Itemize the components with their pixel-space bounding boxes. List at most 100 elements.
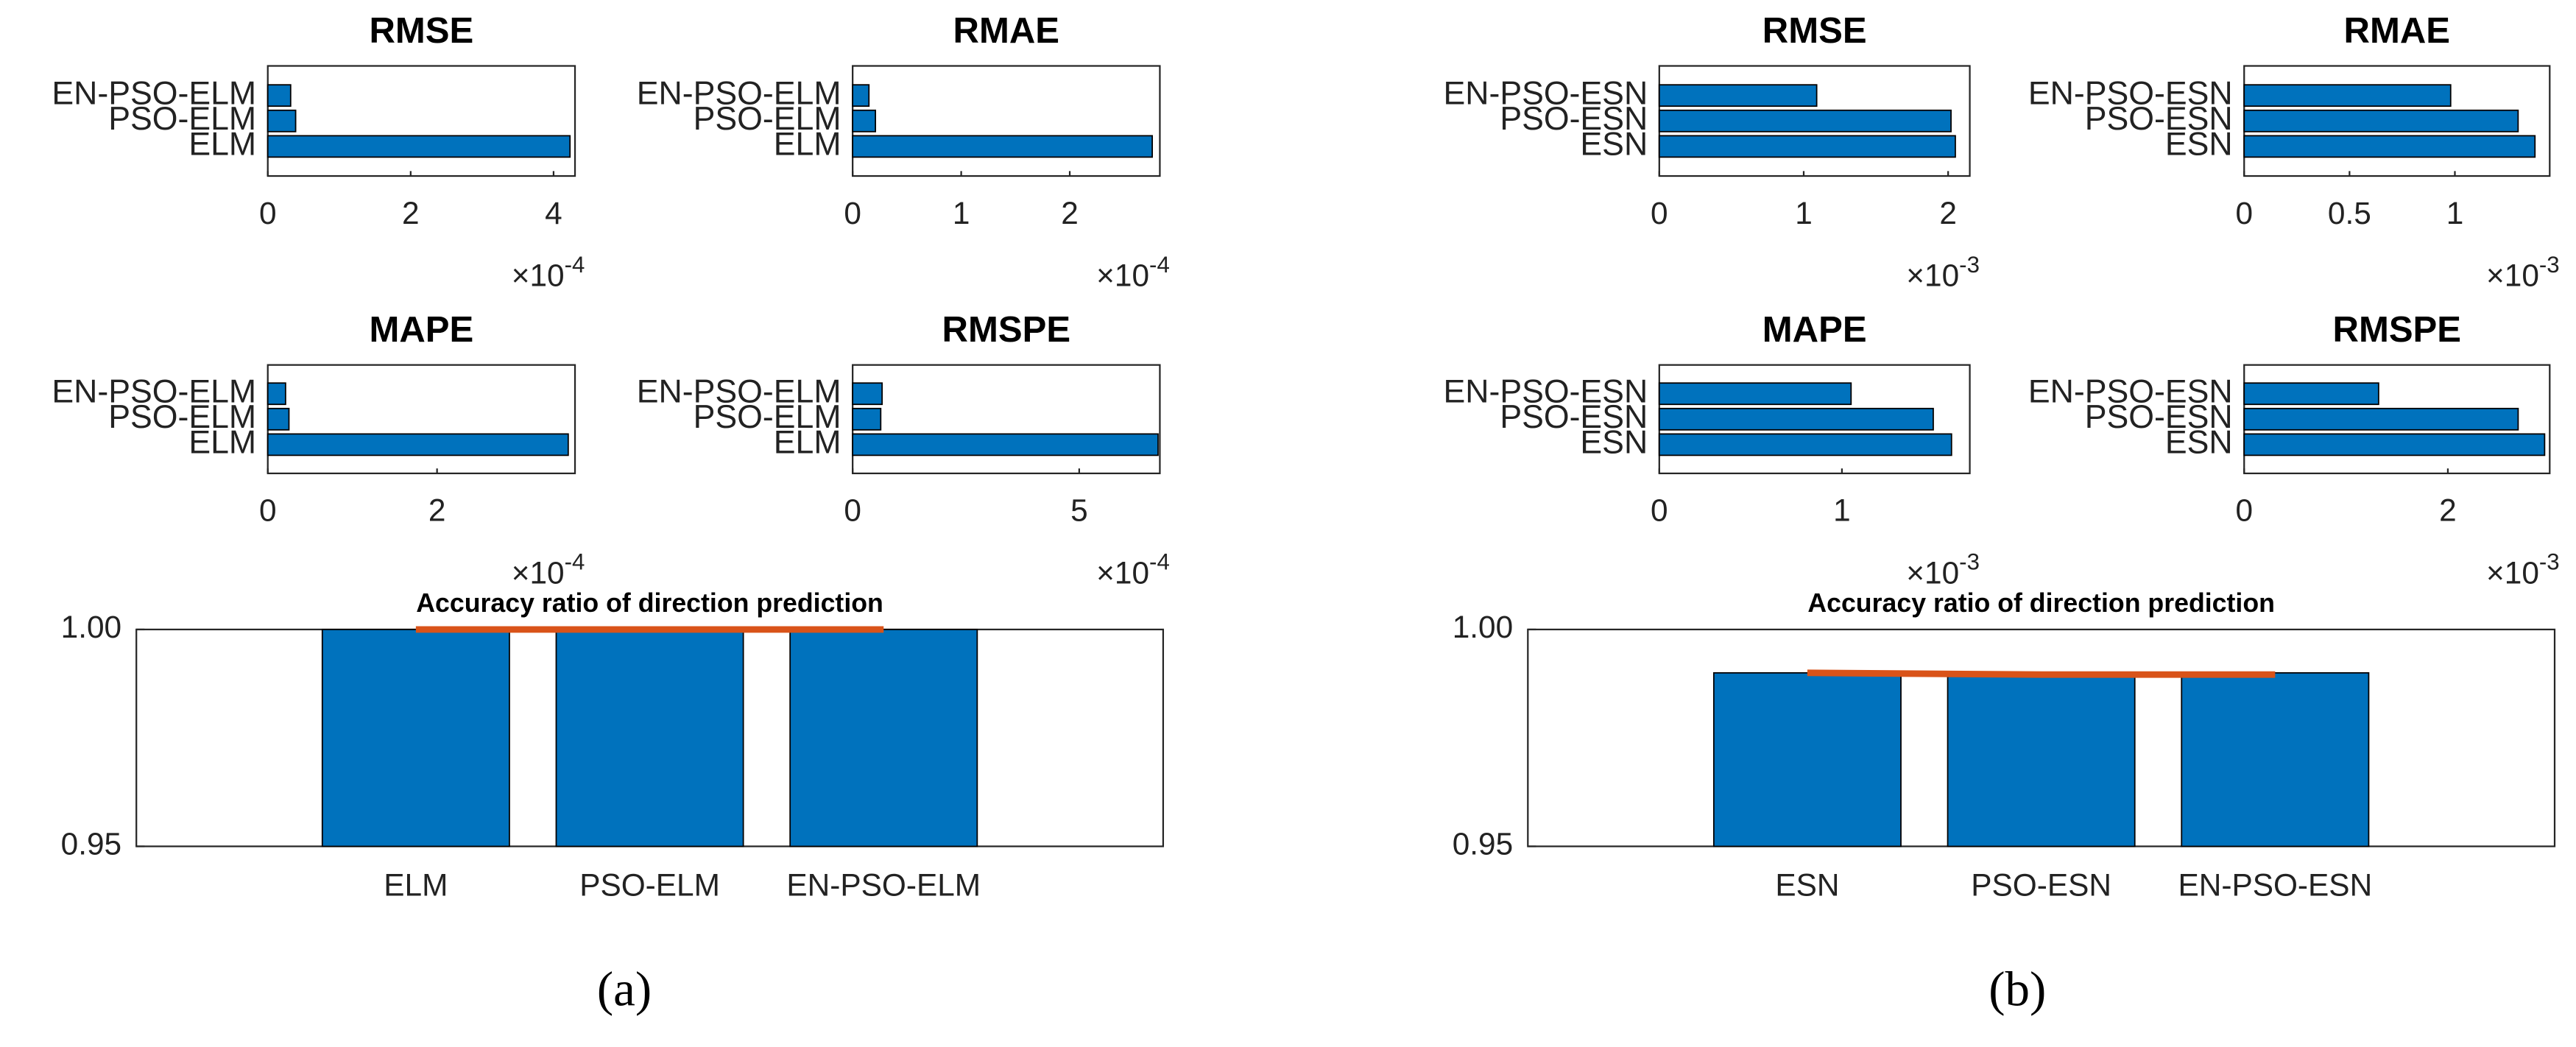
bar <box>1658 109 1952 133</box>
bar <box>267 135 571 158</box>
y-tick-label: ELM <box>774 127 841 163</box>
x-tick-label: ELM <box>384 867 448 902</box>
exponent-power: -3 <box>1959 549 1980 575</box>
y-tick-label: ELM <box>188 425 256 461</box>
y-tick-label: PSO-ELM <box>108 101 256 137</box>
chart-title: MAPE <box>369 310 473 350</box>
exponent-power: -3 <box>2539 549 2560 575</box>
y-tick-label: ESN <box>1580 127 1648 163</box>
x-tick-label: 2 <box>2439 493 2457 528</box>
y-tick-label: ELM <box>188 127 256 163</box>
bar <box>267 382 286 406</box>
x-tick-label: 2 <box>428 493 446 528</box>
y-tick-label: EN-PSO-ESN <box>2028 374 2233 410</box>
axis-exponent: ×10-4 <box>512 549 585 591</box>
bar <box>2243 407 2519 431</box>
exponent-base: ×10 <box>512 258 565 293</box>
bar <box>267 84 292 107</box>
y-tick-label: ELM <box>774 425 841 461</box>
y-tick-label: ESN <box>2165 425 2233 461</box>
bar <box>321 629 510 847</box>
bar <box>1658 433 1952 456</box>
y-tick-label: 1.00 <box>1453 610 1513 644</box>
x-tick-label: 0 <box>259 493 277 528</box>
exponent-base: ×10 <box>1096 555 1149 590</box>
bar <box>2243 382 2379 406</box>
bar <box>852 109 877 133</box>
x-tick-label: EN-PSO-ESN <box>2178 867 2372 902</box>
y-tick-label: EN-PSO-ELM <box>52 75 256 111</box>
y-tick-label: PSO-ESN <box>2085 399 2233 435</box>
x-tick-label: EN-PSO-ELM <box>786 867 981 902</box>
y-tick-label: EN-PSO-ELM <box>637 374 841 410</box>
plot-area <box>267 364 576 475</box>
x-tick-label: 0 <box>2235 196 2253 230</box>
y-tick-label: 1.00 <box>61 610 121 644</box>
axis-exponent: ×10-3 <box>1906 252 1980 293</box>
line <box>1807 669 2276 678</box>
x-tick-label: 0 <box>2235 493 2253 528</box>
axis-exponent: ×10-4 <box>1096 549 1170 591</box>
y-tick-label: EN-PSO-ESN <box>1443 75 1648 111</box>
bar <box>789 629 978 847</box>
bar <box>2181 671 2370 847</box>
y-tick-label: 0.95 <box>1453 827 1513 861</box>
bar <box>1712 671 1902 847</box>
bar <box>267 407 290 431</box>
chart-title: RMSPE <box>2333 310 2462 350</box>
bar <box>267 433 569 456</box>
x-tick-label: PSO-ESN <box>1971 867 2111 902</box>
bar <box>2243 135 2536 158</box>
bar <box>852 382 883 406</box>
y-tick-label: PSO-ESN <box>1500 399 1648 435</box>
exponent-base: ×10 <box>1906 555 1959 590</box>
exponent-power: -4 <box>1149 252 1170 278</box>
chart-title: RMSE <box>1762 11 1867 51</box>
bar <box>1658 407 1934 431</box>
x-tick-label: 2 <box>1939 196 1957 230</box>
bar <box>267 109 297 133</box>
y-tick-label: 0.95 <box>61 827 121 861</box>
x-tick-label: 0 <box>844 493 861 528</box>
chart-title: Accuracy ratio of direction prediction <box>1807 588 2275 618</box>
x-tick-label: 5 <box>1070 493 1088 528</box>
bar <box>1658 84 1818 107</box>
bar <box>2243 84 2452 107</box>
chart-title: Accuracy ratio of direction prediction <box>416 588 883 618</box>
x-tick-label: PSO-ELM <box>579 867 720 902</box>
axis-exponent: ×10-3 <box>2486 252 2560 293</box>
chart-title: RMAE <box>953 11 1060 51</box>
chart-title: RMSE <box>369 11 473 51</box>
x-tick-label: 2 <box>402 196 420 230</box>
axis-exponent: ×10-3 <box>1906 549 1980 591</box>
x-tick-label: 0 <box>259 196 277 230</box>
exponent-base: ×10 <box>1906 258 1959 293</box>
exponent-power: -4 <box>565 252 585 278</box>
bar <box>2243 109 2519 133</box>
y-tick-label: EN-PSO-ELM <box>637 75 841 111</box>
axis-exponent: ×10-4 <box>512 252 585 293</box>
x-tick-label: 0 <box>1651 493 1668 528</box>
chart-title: RMSPE <box>942 310 1071 350</box>
y-tick-label: PSO-ELM <box>694 101 841 137</box>
chart-title: MAPE <box>1762 310 1867 350</box>
x-tick-label: 0 <box>844 196 861 230</box>
exponent-power: -4 <box>565 549 585 575</box>
bar <box>852 84 870 107</box>
axis-exponent: ×10-4 <box>1096 252 1170 293</box>
bar <box>852 433 1159 456</box>
panel-label: (a) <box>597 962 652 1017</box>
bar <box>1658 135 1956 158</box>
x-tick-label: 1 <box>953 196 970 230</box>
bar <box>852 407 882 431</box>
y-tick-label: EN-PSO-ESN <box>1443 374 1648 410</box>
y-tick-label: EN-PSO-ELM <box>52 374 256 410</box>
y-tick-label: PSO-ESN <box>2085 101 2233 137</box>
plot-area <box>267 65 576 177</box>
bar <box>1947 671 2136 847</box>
y-tick-label: PSO-ESN <box>1500 101 1648 137</box>
bar <box>852 135 1154 158</box>
y-tick-label: PSO-ELM <box>694 399 841 435</box>
